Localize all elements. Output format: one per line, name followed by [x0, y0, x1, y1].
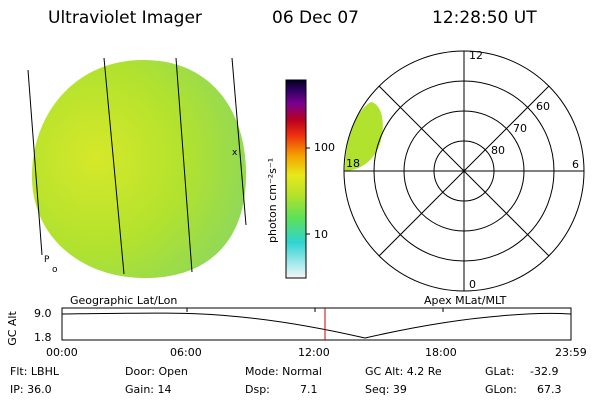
status-seq: Seq: 39 — [365, 383, 407, 396]
lat-label-80: 80 — [491, 144, 505, 157]
grid-label-o: o — [52, 265, 58, 275]
timeline-x-tick-0000: 00:00 — [46, 346, 78, 359]
geographic-image: P o x — [27, 57, 247, 279]
status-gain: Gain: 14 — [125, 383, 172, 396]
lat-label-60: 60 — [536, 100, 550, 113]
app-title: Ultraviolet Imager — [48, 8, 202, 28]
uv-disk — [31, 59, 247, 279]
timeline-y-tick-top: 9.0 — [34, 307, 52, 320]
timeline-x-tick-2359: 23:59 — [555, 346, 587, 359]
timeline-right-caption: Apex MLat/MLT — [424, 294, 507, 307]
colorbar: photon cm⁻²s⁻¹ — [266, 79, 310, 279]
status-glat-value: -32.9 — [530, 365, 559, 378]
colorbar-tick-100: 100 — [314, 141, 335, 154]
mlt-label-18: 18 — [346, 157, 360, 170]
mlt-label-0: 0 — [469, 278, 476, 291]
grid-label-p: P — [44, 255, 50, 265]
lat-label-70: 70 — [513, 122, 527, 135]
timeline-y-tick-bottom: 1.8 — [34, 331, 52, 344]
mlt-label-6: 6 — [572, 158, 579, 171]
status-filter: Flt: LBHL — [10, 365, 59, 378]
status-gc-alt: GC Alt: 4.2 Re — [365, 365, 442, 378]
colorbar-tick-10: 10 — [314, 228, 328, 241]
altitude-curve — [61, 312, 572, 339]
status-dsp-value: 7.1 — [300, 383, 318, 396]
mlt-label-12: 12 — [469, 49, 483, 62]
time-readout: 12:28:50 UT — [432, 8, 537, 28]
grid-label-x: x — [232, 148, 238, 158]
colorbar-unit-label: photon cm⁻²s⁻¹ — [266, 158, 279, 243]
status-ip: IP: 36.0 — [10, 383, 52, 396]
polar-grid — [343, 50, 585, 292]
auroral-patch — [345, 102, 383, 171]
polar-plot: 12 6 0 18 60 70 80 — [343, 49, 585, 292]
status-mode: Mode: Normal — [245, 365, 322, 378]
status-dsp-label: Dsp: — [245, 383, 270, 396]
timeline-left-caption: Geographic Lat/Lon — [70, 294, 178, 307]
timeline-x-tick-1800: 18:00 — [425, 346, 457, 359]
status-glon-value: 67.3 — [537, 383, 562, 396]
longitude-lines — [27, 57, 247, 275]
timeline-x-tick-1200: 12:00 — [298, 346, 330, 359]
status-door: Door: Open — [125, 365, 188, 378]
date-readout: 06 Dec 07 — [272, 8, 359, 28]
timeline-x-tick-0600: 06:00 — [170, 346, 202, 359]
status-glon-label: GLon: — [485, 383, 517, 396]
status-glat-label: GLat: — [485, 365, 515, 378]
altitude-timeline — [61, 307, 572, 341]
